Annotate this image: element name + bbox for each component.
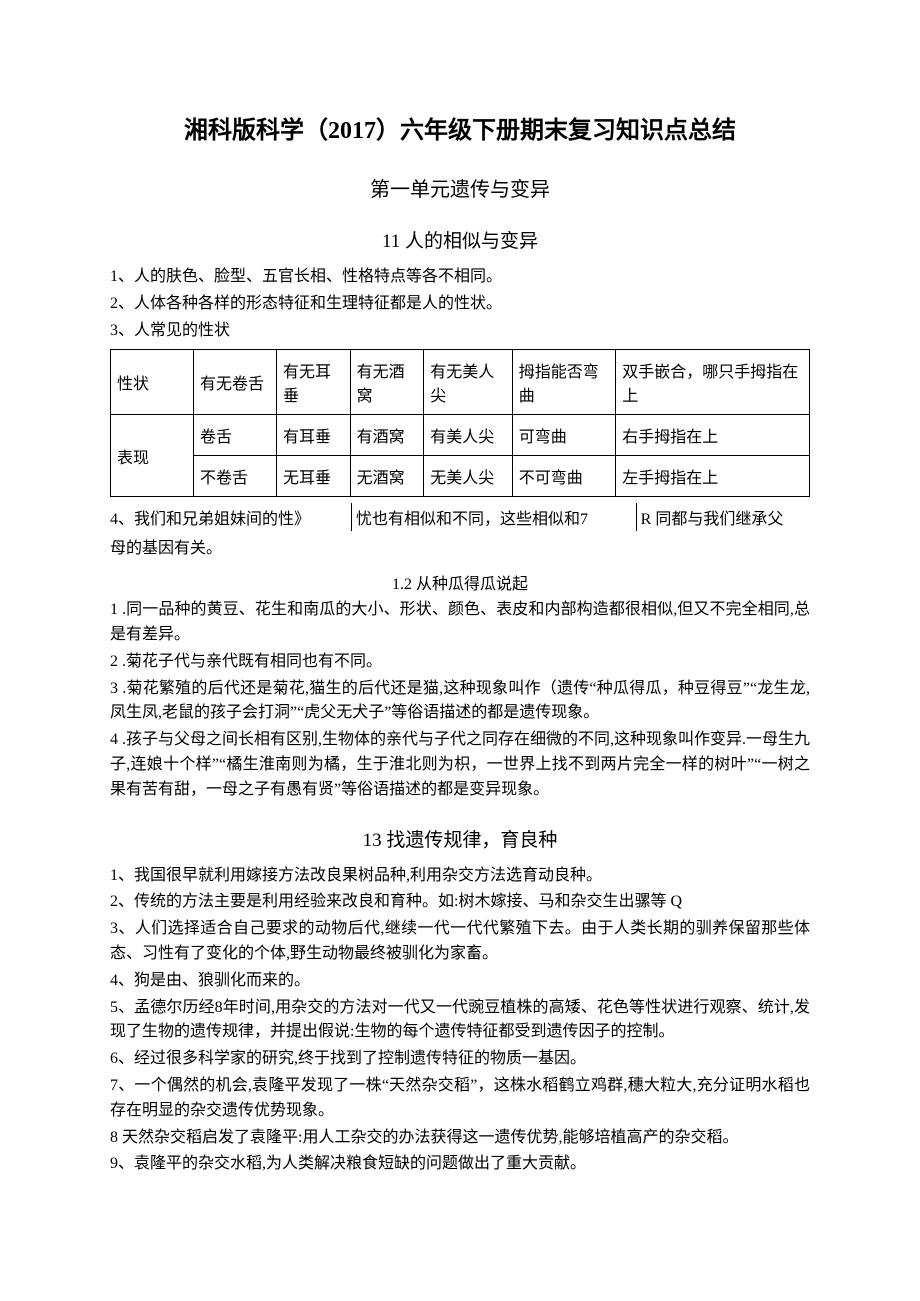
- s13-p8: 8 天然杂交稻启发了袁隆平:用人工杂交的办法获得这一遗传优势,能够培植高产的杂交…: [110, 1126, 810, 1151]
- cell: 有无卷舌: [194, 350, 277, 415]
- s13-p7: 7、一个偶然的机会,袁隆平发现了一株“天然杂交稻”，这株水稻鹤立鸡群,穗大粒大,…: [110, 1074, 810, 1124]
- s12-p3: 3 .菊花繁殖的后代还是菊花,猫生的后代还是猫,这种现象叫作（遗传“种瓜得瓜，种…: [110, 677, 810, 727]
- table-row: 不卷舌 无耳垂 无酒窝 无美人尖 不可弯曲 左手拇指在上: [111, 456, 810, 497]
- s11-p3: 3、人常见的性状: [110, 319, 810, 344]
- cell: 无美人尖: [424, 456, 513, 497]
- document-page: 湘科版科学（2017）六年级下册期末复习知识点总结 第一单元遗传与变异 11 人…: [0, 0, 920, 1239]
- unit-heading: 第一单元遗传与变异: [110, 173, 810, 202]
- s12-p4: 4 .孩子与父母之间长相有区别,生物体的亲代与子代之同存在细微的不同,这种现象叫…: [110, 728, 810, 802]
- s13-p6: 6、经过很多科学家的研究,终于找到了控制遗传特征的物质一基因。: [110, 1047, 810, 1072]
- cell: 卷舌: [194, 415, 277, 456]
- table-row: 4、我们和兄弟姐妹间的性》 忧也有相似和不同，这些相似和7 R 同都与我们继承父: [110, 503, 810, 531]
- s13-p4: 4、狗是由、狼驯化而来的。: [110, 969, 810, 994]
- cell: 双手嵌合，哪只手拇指在上: [616, 350, 810, 415]
- s11-p4-cont: 母的基因有关。: [110, 537, 810, 562]
- s13-p1: 1、我国很早就利用嫁接方法改良果树品种,利用杂交方法选育动良种。: [110, 864, 810, 889]
- cell: 有耳垂: [277, 415, 351, 456]
- cell: 不卷舌: [194, 456, 277, 497]
- traits-table: 性状 有无卷舌 有无耳垂 有无酒窝 有无美人尖 拇指能否弯曲 双手嵌合，哪只手拇…: [110, 349, 810, 497]
- cell: 无酒窝: [350, 456, 424, 497]
- cell: 不可弯曲: [512, 456, 615, 497]
- cell: R 同都与我们继承父: [636, 503, 810, 531]
- s11-p4-line: 4、我们和兄弟姐妹间的性》 忧也有相似和不同，这些相似和7 R 同都与我们继承父: [110, 503, 810, 531]
- s13-p5: 5、孟德尔历经8年时间,用杂交的方法对一代又一代豌豆植株的高矮、花色等性状进行观…: [110, 996, 810, 1046]
- cell: 有美人尖: [424, 415, 513, 456]
- s12-p2: 2 .菊花子代与亲代既有相同也有不同。: [110, 650, 810, 675]
- main-title: 湘科版科学（2017）六年级下册期末复习知识点总结: [110, 110, 810, 145]
- s13-p9: 9、袁隆平的杂交水稻,为人类解决粮食短缺的问题做出了重大贡献。: [110, 1152, 810, 1177]
- s12-p1: 1 .同一品种的黄豆、花生和南瓜的大小、形状、颜色、表皮和内部构造都很相似,但又…: [110, 598, 810, 648]
- table-row: 性状 有无卷舌 有无耳垂 有无酒窝 有无美人尖 拇指能否弯曲 双手嵌合，哪只手拇…: [111, 350, 810, 415]
- cell: 有酒窝: [350, 415, 424, 456]
- cell: 有无耳垂: [277, 350, 351, 415]
- cell: 可弯曲: [512, 415, 615, 456]
- cell: 4、我们和兄弟姐妹间的性》: [110, 503, 352, 531]
- section-11-heading: 11 人的相似与变异: [110, 226, 810, 253]
- cell: 性状: [111, 350, 194, 415]
- cell: 忧也有相似和不同，这些相似和7: [352, 503, 637, 531]
- cell: 无耳垂: [277, 456, 351, 497]
- cell: 有无酒窝: [350, 350, 424, 415]
- s11-p2: 2、人体各种各样的形态特征和生理特征都是人的性状。: [110, 292, 810, 317]
- s13-p2: 2、传统的方法主要是利用经验来改良和育种。如:树木嫁接、马和杂交生出骡等 Q: [110, 890, 810, 915]
- s13-p3: 3、人们选择适合自己要求的动物后代,继续一代一代代繁殖下去。由于人类长期的驯养保…: [110, 917, 810, 967]
- cell: 表现: [111, 415, 194, 497]
- cell: 有无美人尖: [424, 350, 513, 415]
- cell: 左手拇指在上: [616, 456, 810, 497]
- section-13-heading: 13 找遗传规律，育良种: [110, 825, 810, 852]
- cell: 拇指能否弯曲: [512, 350, 615, 415]
- table-row: 表现 卷舌 有耳垂 有酒窝 有美人尖 可弯曲 右手拇指在上: [111, 415, 810, 456]
- cell: 右手拇指在上: [616, 415, 810, 456]
- section-12-heading: 1.2 从种瓜得瓜说起: [110, 570, 810, 594]
- s11-p1: 1、人的肤色、脸型、五官长相、性格特点等各不相同。: [110, 265, 810, 290]
